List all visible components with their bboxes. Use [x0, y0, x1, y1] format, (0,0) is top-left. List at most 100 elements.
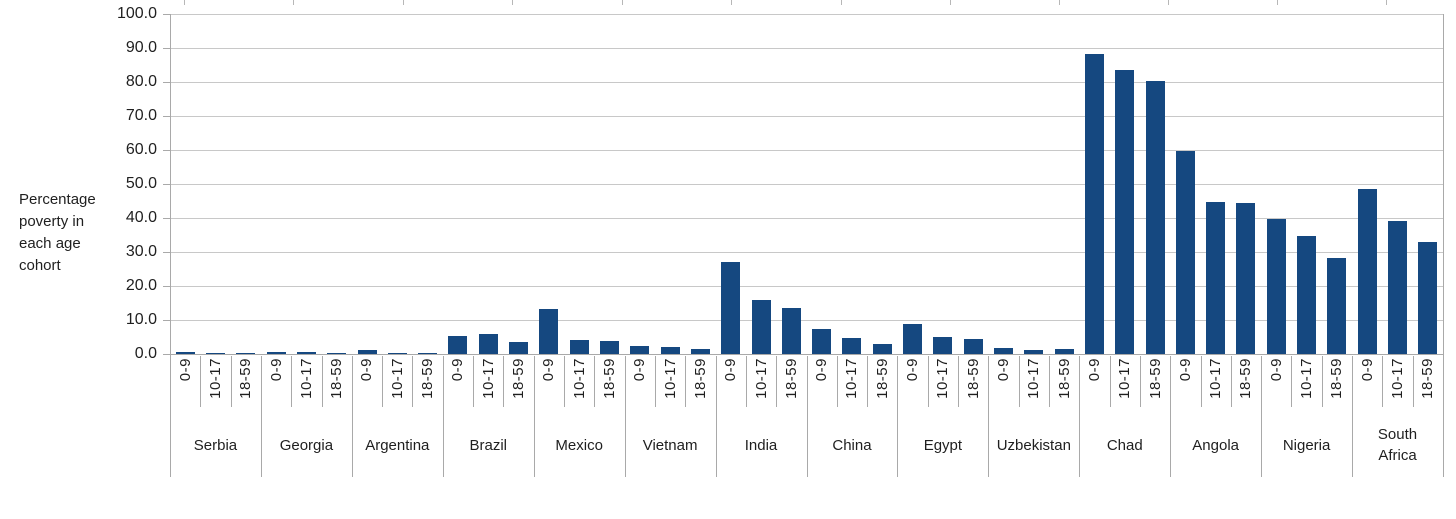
- column-tick: [403, 0, 404, 5]
- country-label: India: [744, 436, 778, 454]
- gridline: [170, 48, 1443, 49]
- country-divider: [442, 356, 444, 477]
- cohort-label-cell: 0-9: [625, 358, 655, 407]
- cohort-label-cell: 18-59: [322, 358, 352, 407]
- cohort-label: 10-17: [1298, 358, 1316, 399]
- cohort-label: 18-59: [873, 358, 891, 399]
- country-label: Serbia: [193, 436, 238, 454]
- column-tick: [1277, 0, 1278, 5]
- cohort-label: 18-59: [328, 358, 346, 399]
- country-divider: [1079, 356, 1081, 477]
- bar-angola-10-17: [1206, 201, 1226, 354]
- y-tick-mark: [163, 48, 170, 49]
- cohort-label: 10-17: [206, 358, 224, 399]
- bar-china-18-59: [872, 344, 892, 354]
- bar-south-africa-10-17: [1388, 220, 1408, 354]
- bar-south-africa-0-9: [1357, 189, 1377, 354]
- cohort-divider: [503, 356, 505, 407]
- cohort-label-cell: 18-59: [1231, 358, 1261, 407]
- cohort-label: 10-17: [570, 358, 588, 399]
- bar-south-africa-18-59: [1418, 241, 1438, 354]
- bar-vietnam-0-9: [630, 345, 650, 354]
- cohort-label: 0-9: [267, 358, 285, 382]
- cohort-label-cell: 10-17: [837, 358, 867, 407]
- cohort-label-cell: 18-59: [1140, 358, 1170, 407]
- cohort-label-cell: 0-9: [352, 358, 382, 407]
- cohort-label: 10-17: [1389, 358, 1407, 399]
- bar-georgia-0-9: [266, 351, 286, 354]
- bar-nigeria-0-9: [1266, 218, 1286, 354]
- cohort-label-cell: 18-59: [867, 358, 897, 407]
- cohort-label: 0-9: [1267, 358, 1285, 382]
- cohort-divider: [291, 356, 293, 407]
- country-label: Chad: [1106, 436, 1143, 454]
- bar-uzbekistan-0-9: [994, 348, 1013, 354]
- cohort-label-cell: 0-9: [1170, 358, 1200, 407]
- y-tick-mark: [163, 286, 170, 287]
- bar-nigeria-10-17: [1297, 235, 1317, 354]
- cohort-label: 10-17: [297, 358, 315, 399]
- cohort-label-cell: 0-9: [897, 358, 927, 407]
- cohort-label: 18-59: [1419, 358, 1437, 399]
- bar-vietnam-18-59: [690, 348, 710, 354]
- cohort-label: 10-17: [934, 358, 952, 399]
- bar-brazil-10-17: [478, 334, 498, 354]
- gridline: [170, 82, 1443, 83]
- y-tick-label: 20.0: [125, 277, 157, 294]
- country-label: South Africa: [1377, 426, 1418, 464]
- cohort-label-cell: 10-17: [655, 358, 685, 407]
- bar-china-10-17: [842, 337, 862, 354]
- cohort-label-cell: 18-59: [776, 358, 806, 407]
- y-tick-mark: [163, 218, 170, 219]
- country-label: Brazil: [469, 436, 507, 454]
- cohort-divider: [1291, 356, 1293, 407]
- bar-mexico-10-17: [569, 339, 589, 354]
- cohort-label-cell: 18-59: [231, 358, 261, 407]
- cohort-label: 18-59: [1328, 358, 1346, 399]
- cohort-divider: [958, 356, 960, 407]
- country-label: Vietnam: [642, 436, 698, 454]
- gridline: [170, 252, 1443, 253]
- cohort-divider: [1321, 356, 1323, 407]
- bar-angola-0-9: [1175, 150, 1195, 354]
- cohort-label: 10-17: [1207, 358, 1225, 399]
- cohort-label: 18-59: [1055, 358, 1073, 399]
- y-tick-mark: [163, 14, 170, 15]
- cohort-label-cell: 18-59: [412, 358, 442, 407]
- gridline: [170, 320, 1443, 321]
- cohort-label: 0-9: [1085, 358, 1103, 382]
- cohort-label: 18-59: [964, 358, 982, 399]
- y-tick-mark: [163, 354, 170, 355]
- cohort-label: 10-17: [1025, 358, 1043, 399]
- country-label: Egypt: [923, 436, 963, 454]
- cohort-divider: [1382, 356, 1384, 407]
- cohort-label-cell: 10-17: [1110, 358, 1140, 407]
- cohort-label: 0-9: [722, 358, 740, 382]
- cohort-label: 0-9: [994, 358, 1012, 382]
- cohort-divider: [927, 356, 929, 407]
- column-tick: [841, 0, 842, 5]
- cohort-label-cell: 10-17: [746, 358, 776, 407]
- bar-india-10-17: [751, 300, 771, 354]
- bar-uzbekistan-10-17: [1024, 349, 1044, 354]
- cohort-label: 10-17: [661, 358, 679, 399]
- cohort-divider: [867, 356, 869, 407]
- y-tick-label: 30.0: [125, 243, 157, 260]
- cohort-label: 18-59: [782, 358, 800, 399]
- cohort-label-cell: 10-17: [382, 358, 412, 407]
- cohort-label-cell: 0-9: [170, 358, 200, 407]
- y-tick-mark: [163, 116, 170, 117]
- cohort-divider: [412, 356, 414, 407]
- cohort-label: 10-17: [1116, 358, 1134, 399]
- cohort-label: 18-59: [419, 358, 437, 399]
- country-label: Angola: [1192, 436, 1240, 454]
- bar-brazil-18-59: [509, 342, 529, 354]
- cohort-label-cell: 18-59: [1049, 358, 1079, 407]
- cohort-label: 0-9: [176, 358, 194, 382]
- cohort-label: 0-9: [358, 358, 376, 382]
- cohort-divider: [1412, 356, 1414, 407]
- cohort-label-cell: 0-9: [988, 358, 1018, 407]
- cohort-label: 10-17: [388, 358, 406, 399]
- country-label: China: [832, 436, 872, 454]
- cohort-divider: [1048, 356, 1050, 407]
